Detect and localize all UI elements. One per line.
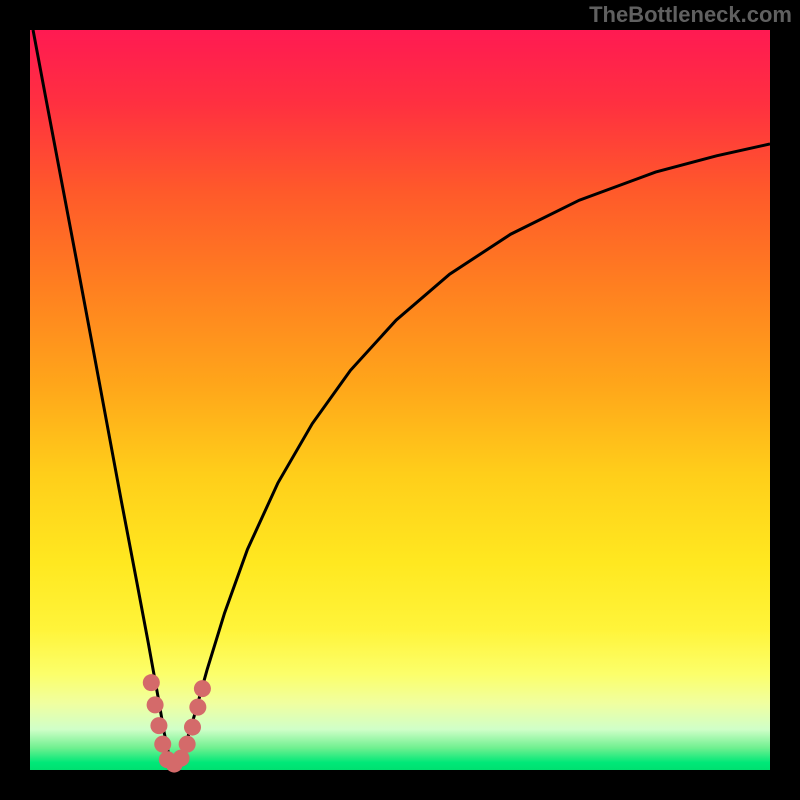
marker-point: [184, 719, 201, 736]
bottleneck-chart: [0, 0, 800, 800]
marker-point: [179, 736, 196, 753]
marker-point: [154, 736, 171, 753]
chart-container: TheBottleneck.com: [0, 0, 800, 800]
marker-point: [150, 717, 167, 734]
marker-point: [194, 680, 211, 697]
marker-point: [189, 699, 206, 716]
watermark-text: TheBottleneck.com: [589, 2, 792, 28]
marker-point: [147, 696, 164, 713]
marker-point: [143, 674, 160, 691]
plot-background: [30, 30, 770, 770]
